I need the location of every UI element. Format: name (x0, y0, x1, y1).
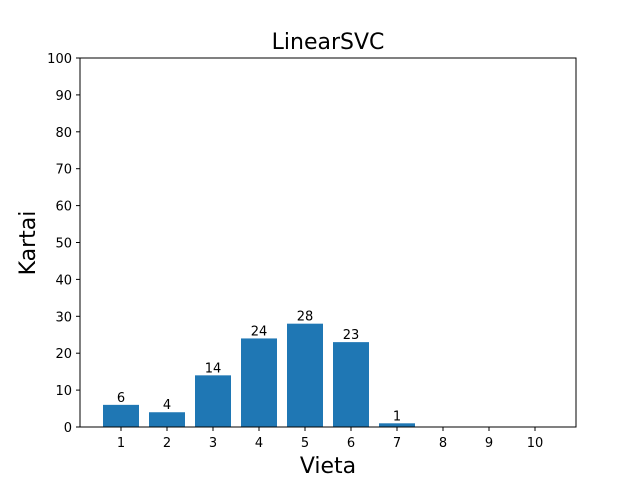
data-label-2: 4 (163, 398, 171, 413)
data-label-7: 1 (393, 409, 401, 424)
bar-5 (287, 323, 323, 427)
x-tick-label-6: 6 (347, 436, 355, 451)
plot-frame (79, 57, 577, 428)
data-label-6: 23 (343, 328, 360, 343)
y-tick-label-70: 70 (55, 163, 72, 178)
bar-1 (103, 404, 139, 427)
y-tick-label-0: 0 (64, 421, 72, 436)
bar-2 (149, 412, 185, 427)
x-axis-label: Vieta (300, 454, 356, 479)
bar-3 (195, 375, 231, 427)
y-axis-label: Kartai (16, 211, 41, 276)
x-tick-label-7: 7 (393, 436, 401, 451)
y-tick-label-30: 30 (55, 310, 72, 325)
bar-7 (379, 423, 415, 427)
y-tick-label-50: 50 (55, 237, 72, 252)
x-tick-label-4: 4 (255, 436, 263, 451)
y-axis-ticks: 0 10 20 30 40 50 60 70 80 90 100 (47, 52, 80, 436)
bars-layer (103, 323, 415, 427)
x-tick-label-9: 9 (485, 436, 493, 451)
x-tick-label-10: 10 (527, 436, 544, 451)
y-tick-label-90: 90 (55, 89, 72, 104)
data-labels-layer: 6 4 14 24 28 23 1 (117, 310, 401, 425)
y-tick-label-20: 20 (55, 347, 72, 362)
data-label-3: 14 (205, 361, 222, 376)
x-tick-label-8: 8 (439, 436, 447, 451)
y-tick-label-60: 60 (55, 200, 72, 215)
y-tick-label-100: 100 (47, 52, 72, 67)
data-label-1: 6 (117, 391, 125, 406)
y-tick-label-10: 10 (55, 384, 72, 399)
data-label-4: 24 (251, 324, 268, 339)
x-tick-label-2: 2 (163, 436, 171, 451)
x-tick-label-1: 1 (117, 436, 125, 451)
bar-4 (241, 338, 277, 427)
x-axis-ticks: 1 2 3 4 5 6 7 8 9 10 (117, 427, 543, 451)
x-tick-label-3: 3 (209, 436, 217, 451)
data-label-5: 28 (297, 310, 314, 325)
y-tick-label-40: 40 (55, 273, 72, 288)
y-tick-label-80: 80 (55, 126, 72, 141)
chart-title: LinearSVC (272, 30, 385, 55)
x-tick-label-5: 5 (301, 436, 309, 451)
bar-6 (333, 342, 369, 427)
